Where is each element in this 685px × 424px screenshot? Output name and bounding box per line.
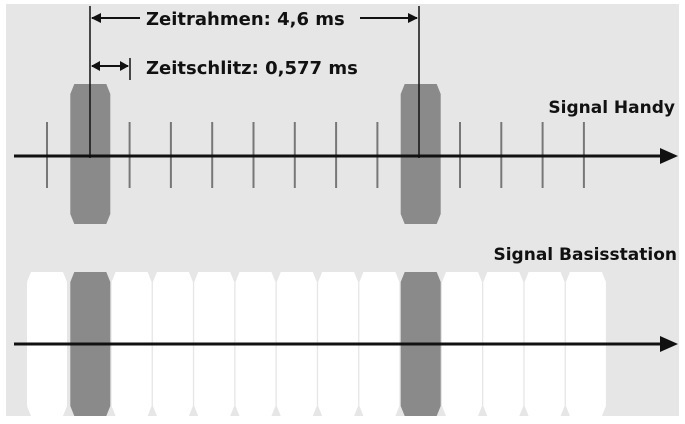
handset-burst-9 xyxy=(400,84,441,224)
slot-arrow-left-icon xyxy=(91,61,100,71)
base-station-slots xyxy=(27,272,606,416)
frame-duration-label: Zeitrahmen: 4,6 ms xyxy=(146,9,345,30)
slot-duration-label: Zeitschlitz: 0,577 ms xyxy=(146,58,358,79)
handset-arrowhead-icon xyxy=(660,148,678,164)
base-signal-label: Signal Basisstation xyxy=(493,245,677,265)
base-arrowhead-icon xyxy=(660,336,678,352)
frame-arrow-left-icon xyxy=(91,13,101,23)
handset-signal-label: Signal Handy xyxy=(548,98,675,118)
frame-arrow-right-icon xyxy=(408,13,418,23)
slot-arrow-right-icon xyxy=(120,61,129,71)
